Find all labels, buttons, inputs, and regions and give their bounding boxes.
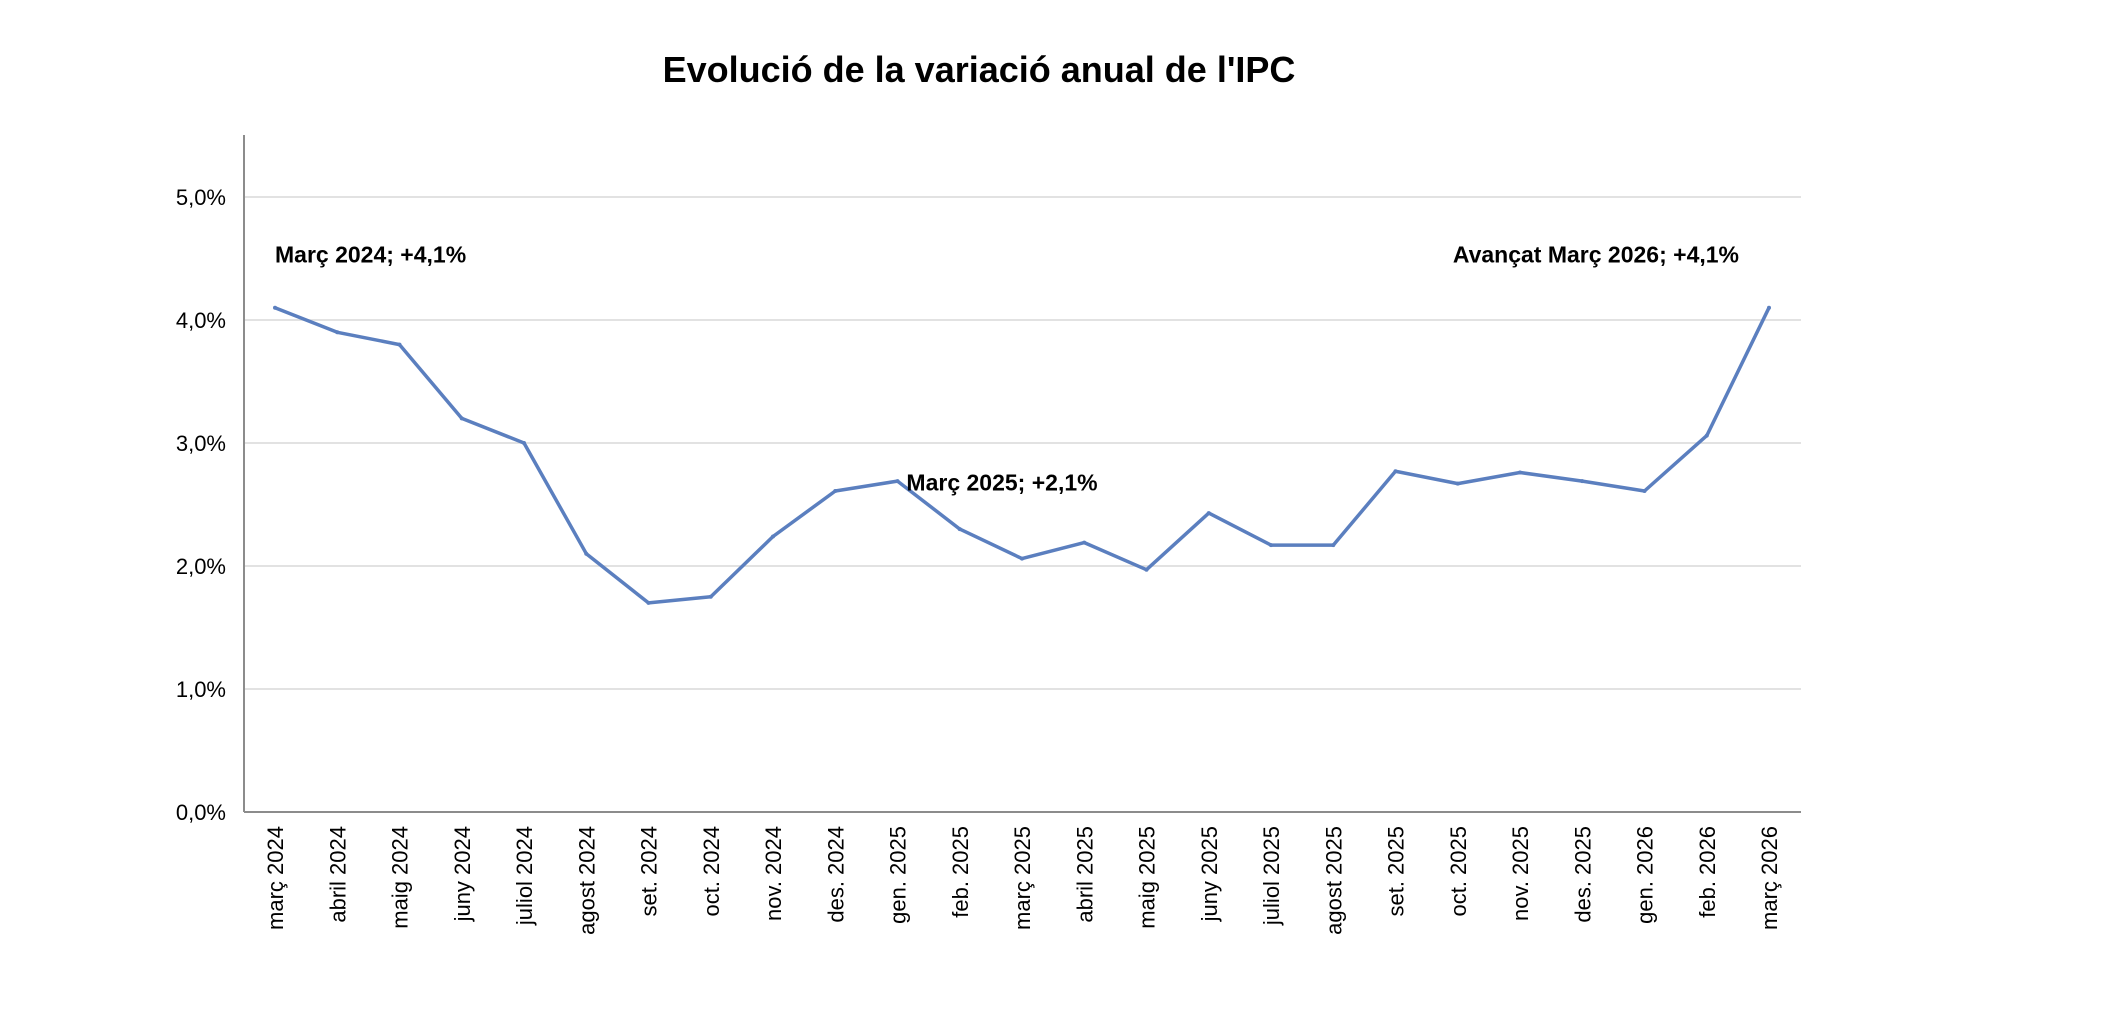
y-tick-label: 3,0% [176, 431, 226, 456]
data-point [957, 527, 962, 532]
y-axis-ticks: 0,0% 1,0% 2,0% 3,0% 4,0% 5,0% [176, 185, 226, 825]
data-point [1331, 543, 1336, 548]
annotation-label: Avançat Març 2026; +4,1% [1453, 242, 1739, 268]
data-point [646, 600, 651, 605]
data-point [895, 479, 900, 484]
data-point [459, 416, 464, 421]
x-tick-label: juny 2024 [450, 826, 475, 922]
x-tick-label: abril 2024 [325, 826, 350, 923]
data-point [1393, 469, 1398, 474]
x-tick-label: feb. 2026 [1695, 826, 1720, 918]
x-tick-label: feb. 2025 [948, 826, 973, 918]
x-tick-label: agost 2024 [574, 826, 599, 935]
x-tick-label: set. 2025 [1384, 826, 1409, 917]
data-point [1144, 567, 1149, 572]
annotation-label: Març 2025; +2,1% [906, 470, 1097, 496]
y-tick-label: 5,0% [176, 185, 226, 210]
x-tick-label: nov. 2025 [1508, 826, 1533, 921]
x-tick-label: maig 2025 [1135, 826, 1160, 929]
x-tick-label: març 2025 [1010, 826, 1035, 930]
x-tick-label: juliol 2025 [1259, 826, 1284, 926]
data-point [771, 534, 775, 539]
x-tick-label: des. 2025 [1570, 826, 1595, 923]
y-tick-label: 0,0% [176, 800, 226, 825]
x-tick-label: abril 2025 [1072, 826, 1097, 923]
data-point [1704, 433, 1709, 438]
data-point [708, 594, 713, 599]
x-tick-label: gen. 2026 [1633, 826, 1658, 924]
data-point [273, 305, 277, 310]
annotations: Març 2024; +4,1% Març 2025; +2,1% Avançat … [275, 242, 1739, 496]
data-point [1455, 481, 1460, 486]
data-point [397, 342, 402, 347]
data-point [1082, 540, 1087, 545]
data-point [1580, 479, 1585, 484]
data-point [1767, 305, 1771, 310]
x-tick-label: gen. 2025 [886, 826, 911, 924]
x-tick-label: set. 2024 [637, 826, 662, 917]
data-point [584, 551, 589, 556]
y-tick-label: 2,0% [176, 554, 226, 579]
series-ipc [273, 305, 1771, 605]
x-tick-label: maig 2024 [388, 826, 413, 929]
y-tick-label: 4,0% [176, 308, 226, 333]
x-tick-label: agost 2025 [1321, 826, 1346, 935]
x-tick-label: març 2024 [263, 826, 288, 930]
x-tick-label: des. 2024 [823, 826, 848, 923]
data-point [833, 488, 838, 493]
x-tick-label: oct. 2025 [1446, 826, 1471, 917]
data-point [1020, 556, 1024, 561]
data-point [522, 441, 526, 445]
y-tick-label: 1,0% [176, 677, 226, 702]
gridlines [244, 196, 1801, 690]
x-axis-ticks: març 2024 abril 2024 maig 2024 juny 2024 jul… [263, 826, 1782, 935]
data-point [1206, 511, 1211, 516]
x-tick-label: juliol 2024 [512, 826, 537, 926]
x-tick-label: juny 2025 [1197, 826, 1222, 922]
chart-title: Evolució de la variació anual de l'IPC [663, 49, 1296, 90]
data-point [335, 330, 340, 335]
data-point [1518, 470, 1522, 475]
data-point [1269, 543, 1273, 548]
x-tick-label: nov. 2024 [761, 826, 786, 921]
x-tick-label: oct. 2024 [699, 826, 724, 917]
annotation-label: Març 2024; +4,1% [275, 242, 466, 268]
x-tick-label: març 2026 [1757, 826, 1782, 930]
data-point [1642, 488, 1647, 493]
